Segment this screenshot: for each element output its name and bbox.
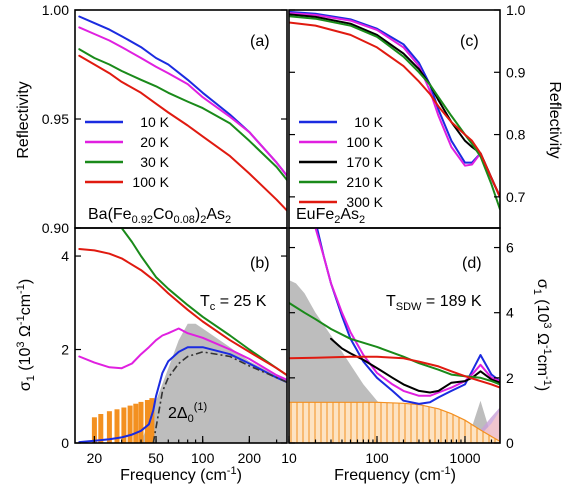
series-line-10k (78, 346, 287, 443)
y-tick-label: 0.9 (506, 64, 526, 80)
panel-d-yticks: 0 2 4 6 (289, 240, 514, 451)
legend-label: 300 K (346, 194, 383, 210)
panel-b-letter: (b) (250, 255, 270, 272)
panel-b-frame (74, 227, 288, 444)
panel-b-xlabel: Frequency (cm-1) (120, 465, 242, 484)
panel-a-plot (78, 15, 287, 212)
panel-d-tsdw: TSDW = 189 K (386, 293, 482, 313)
series-line-100k (78, 54, 287, 212)
y-tick-label: 0 (61, 435, 69, 451)
series-line-100k (78, 248, 287, 377)
gap-bar (149, 398, 155, 443)
y-tick-label: 1.00 (42, 2, 69, 18)
y-tick-label: 0.95 (42, 111, 69, 127)
series-line-30k (78, 48, 287, 181)
series-line-30k (120, 228, 287, 377)
gap-bar (121, 407, 127, 443)
gap-bar (91, 417, 97, 443)
panel-d-ylabel: σ1 (103 Ω-1cm-1) (531, 279, 553, 391)
panel-c-letter: (c) (460, 33, 479, 50)
panel-d-xticks: 10 100 1000 (281, 436, 493, 466)
y-tick-label: 4 (506, 305, 514, 321)
series-line-300k (289, 21, 500, 198)
panel-a-letter: (a) (250, 33, 270, 50)
y-tick-label: 0 (506, 435, 514, 451)
panel-b-xticks: 20 50 100 200 (87, 436, 278, 466)
panel-a-legend: 10 K 20 K 30 K 100 K (85, 114, 170, 190)
legend-label: 210 K (346, 174, 383, 190)
panel-c: 0.7 0.8 0.9 1.0 10 K 100 K 170 K 210 K 300 K (c… (288, 2, 563, 229)
gap-bar (144, 400, 150, 443)
panel-b-tc: Tc = 25 K (200, 293, 267, 313)
panel-d: 0 2 4 6 10 100 1000 (d) TSDW = 189 K σ1 (103 … (281, 227, 553, 484)
panel-d-letter: (d) (462, 255, 482, 272)
legend-label: 100 K (346, 134, 383, 150)
panel-d-frame (288, 227, 501, 444)
legend-label: 100 K (132, 174, 169, 190)
x-tick-label: 100 (191, 450, 215, 466)
y-tick-label: 6 (506, 240, 514, 256)
panel-b-ylabel: σ1 (103 Ω-1cm-1) (15, 279, 37, 391)
y-tick-label: 4 (61, 248, 69, 264)
legend-label: 10 K (140, 114, 169, 130)
gap-bar (127, 405, 133, 443)
x-tick-label: 20 (87, 450, 103, 466)
y-tick-label: 0.90 (42, 220, 69, 236)
series-line-20k (78, 26, 287, 177)
y-tick-label: 0.7 (506, 189, 526, 205)
x-tick-label: 10 (281, 450, 297, 466)
gap-bar (114, 409, 120, 443)
x-tick-label: 50 (148, 450, 164, 466)
panel-a: 0.90 0.95 1.00 10 K 20 K 30 K 100 K (a) Ba(Fe… (15, 2, 288, 236)
x-tick-label: 200 (238, 450, 262, 466)
series-line-300k (289, 355, 500, 389)
y-tick-label: 2 (61, 342, 69, 358)
gap-bar (138, 401, 144, 443)
x-tick-label: 100 (365, 450, 389, 466)
panel-a-ylabel: Reflectivity (15, 81, 32, 158)
series-line-100k (314, 228, 500, 397)
panel-c-yticks: 0.7 0.8 0.9 1.0 (289, 2, 526, 205)
panel-c-compound: EuFe2As2 (296, 206, 365, 226)
hatched-band (289, 401, 500, 443)
y-tick-label: 1.0 (506, 2, 526, 18)
panel-c-ylabel: Reflectivity (546, 81, 563, 158)
x-tick-label: 1000 (449, 450, 480, 466)
panel-a-compound: Ba(Fe0.92Co0.08)2As2 (88, 206, 231, 226)
legend-label: 20 K (140, 134, 169, 150)
legend-label: 170 K (346, 154, 383, 170)
y-tick-label: 2 (506, 370, 514, 386)
panel-c-plot (289, 10, 500, 211)
panel-d-xlabel: Frequency (cm-1) (334, 465, 456, 484)
legend-label: 30 K (140, 154, 169, 170)
panel-c-legend: 10 K 100 K 170 K 210 K 300 K (299, 114, 384, 210)
series-line-210k (289, 15, 500, 211)
legend-label: 10 K (354, 114, 383, 130)
y-tick-label: 0.8 (506, 127, 526, 143)
gap-bar (98, 414, 104, 443)
gap-bar (106, 411, 112, 443)
gap-bar (133, 403, 139, 443)
panel-d-plot (289, 228, 500, 443)
model-curve (152, 351, 287, 443)
panel-b: 024 20 50 100 200 (b) Tc = 25 K 2Δ0(1) σ1 (… (15, 227, 288, 484)
series-line-20k (78, 327, 287, 381)
panel-b-plot (78, 228, 287, 443)
extra-band-1 (472, 410, 500, 443)
